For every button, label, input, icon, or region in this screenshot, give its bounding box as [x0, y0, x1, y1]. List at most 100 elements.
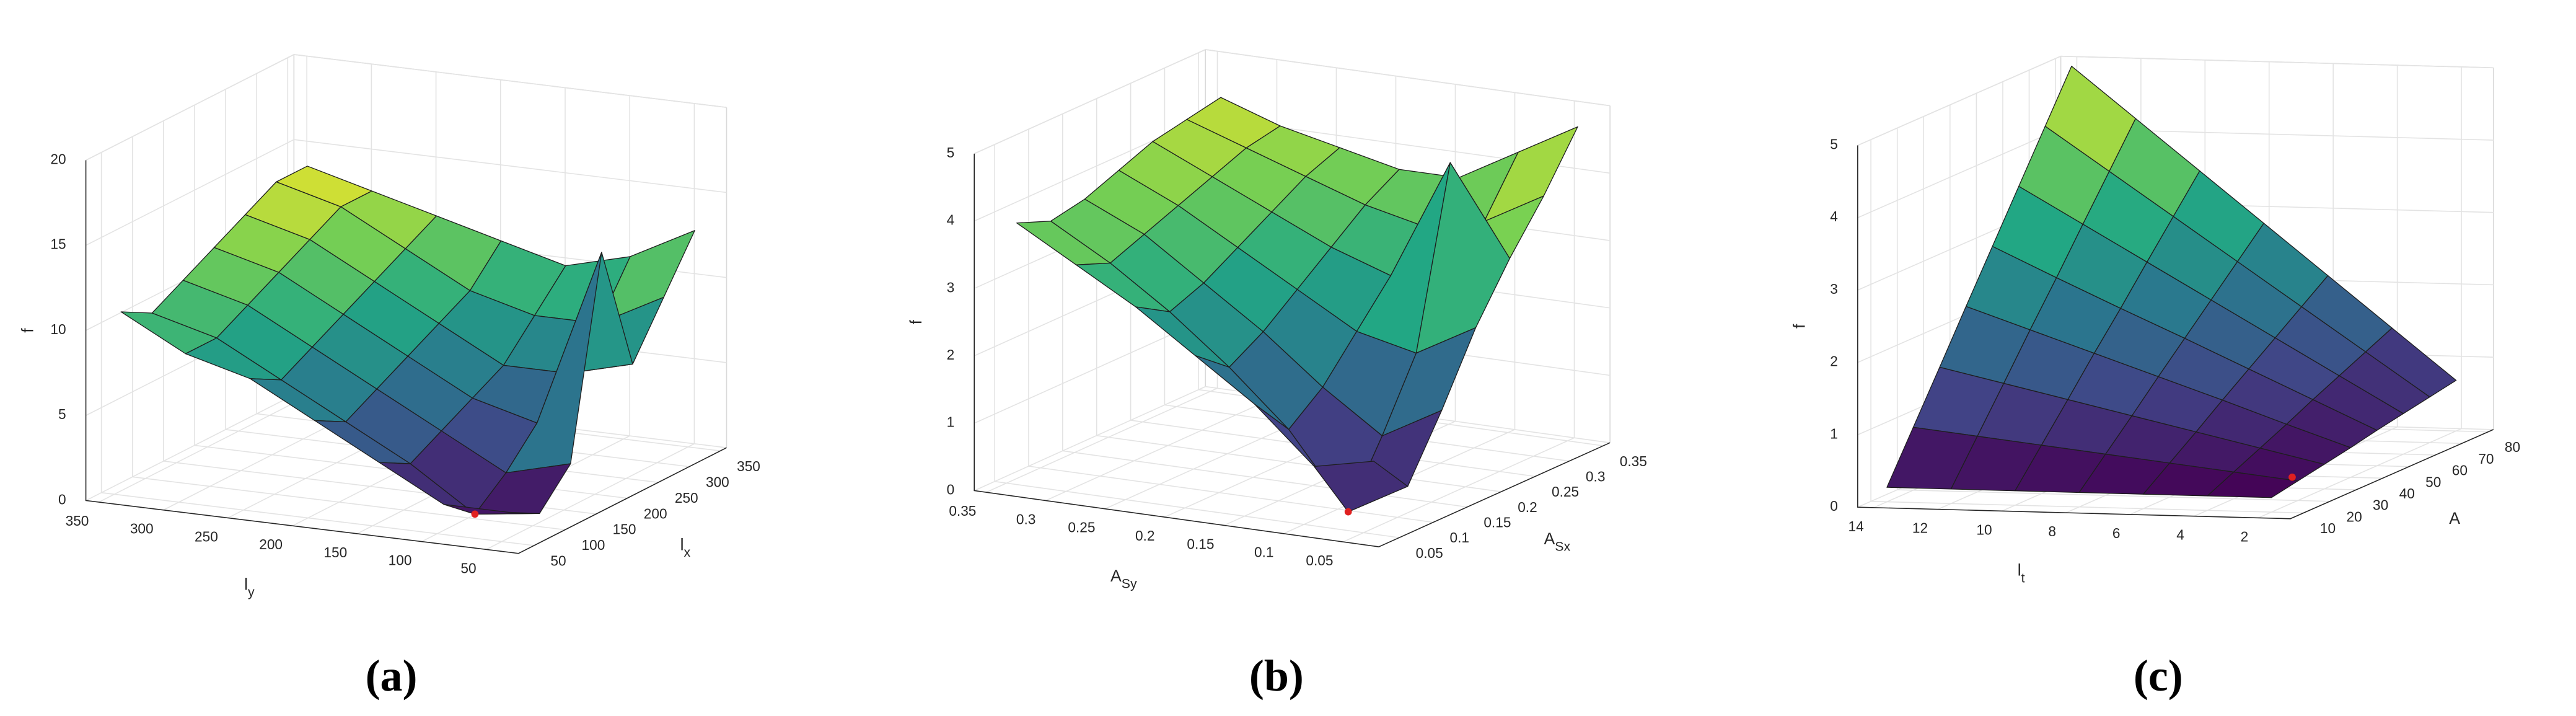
grid-line — [86, 54, 727, 161]
caption: (c) — [2134, 651, 2183, 701]
y-axis-label: ASy — [1110, 567, 1137, 591]
z-tick-label: 2 — [947, 347, 955, 363]
x-tick-label: 0.15 — [1484, 515, 1511, 531]
y-tick-label: 4 — [2176, 527, 2184, 543]
x-tick-label: 30 — [2373, 497, 2388, 513]
y-tick-label: 12 — [1912, 520, 1928, 536]
z-axis-label: f — [18, 328, 37, 333]
x-tick-label: 100 — [582, 537, 605, 553]
grid-line — [86, 139, 727, 246]
x-tick-label: 10 — [2320, 520, 2336, 536]
z-axis-label: f — [907, 319, 925, 324]
grid-line — [1857, 55, 2494, 146]
z-tick-label: 3 — [947, 279, 955, 295]
z-tick-label: 20 — [50, 151, 66, 167]
panel: 5010015020025030035050100150200250300350… — [18, 54, 760, 701]
box-edge — [86, 54, 727, 161]
z-tick-label: 0 — [1830, 498, 1838, 514]
x-tick-label: 0.05 — [1416, 545, 1443, 561]
x-tick-label: 0.1 — [1449, 529, 1469, 546]
y-tick-label: 0.3 — [1016, 511, 1035, 527]
y-tick-label: 0.15 — [1187, 536, 1214, 552]
x-axis-label-main: l — [680, 535, 684, 554]
z-tick-label: 10 — [50, 321, 66, 337]
caption: (b) — [1249, 651, 1304, 701]
y-axis-label-sub: Sy — [1122, 577, 1137, 591]
x-axis-label-main: A — [1544, 529, 1555, 548]
z-tick-label: 1 — [1830, 425, 1838, 441]
y-tick-label: 50 — [460, 560, 476, 576]
y-tick-label: 350 — [66, 513, 89, 529]
x-tick-label: 40 — [2399, 485, 2415, 502]
z-tick-label: 5 — [1830, 136, 1838, 152]
z-axis-label: f — [1790, 324, 1809, 329]
y-tick-label: 250 — [195, 528, 218, 544]
panel: 0.050.10.150.20.250.30.350.050.10.150.20… — [907, 49, 1647, 701]
axis-line — [974, 153, 1611, 547]
x-axis-label: A — [2449, 509, 2460, 528]
caption: (a) — [366, 651, 418, 701]
y-tick-label: 10 — [1976, 521, 1992, 537]
z-tick-label: 3 — [1830, 281, 1838, 297]
x-tick-label: 50 — [550, 553, 566, 569]
y-axis-label-main: l — [244, 575, 248, 593]
minimum-marker — [1344, 508, 1352, 516]
x-tick-label: 150 — [613, 521, 636, 537]
grid-line — [974, 49, 1611, 154]
x-tick-label: 0.25 — [1552, 484, 1579, 500]
y-tick-label: 14 — [1848, 518, 1864, 534]
y-tick-label: 0.05 — [1306, 552, 1333, 568]
x-tick-label: 350 — [737, 458, 760, 474]
axis-line — [1857, 145, 2494, 519]
y-tick-label: 0.2 — [1135, 528, 1154, 544]
minimum-marker — [471, 510, 479, 518]
z-tick-label: 2 — [1830, 353, 1838, 369]
z-tick-label: 15 — [50, 236, 66, 252]
z-tick-label: 1 — [947, 414, 955, 430]
grid-line — [974, 386, 1611, 492]
y-tick-label: 6 — [2112, 525, 2121, 541]
x-tick-label: 0.2 — [1518, 499, 1537, 515]
x-tick-label: 300 — [706, 474, 729, 490]
x-tick-label: 0.3 — [1586, 468, 1605, 484]
y-axis-label-main: A — [1110, 567, 1122, 585]
x-axis-label-main: A — [2449, 509, 2460, 528]
y-tick-label: 0.1 — [1254, 544, 1273, 560]
y-axis-label: lt — [2018, 561, 2025, 586]
x-axis-label-sub: x — [684, 545, 691, 560]
x-tick-label: 0.35 — [1620, 453, 1647, 469]
y-tick-label: 200 — [259, 536, 283, 552]
x-tick-label: 80 — [2505, 439, 2520, 455]
y-tick-label: 0.25 — [1068, 519, 1095, 536]
surface-cell — [2207, 471, 2298, 498]
x-tick-label: 70 — [2478, 451, 2494, 467]
y-tick-label: 150 — [323, 544, 347, 560]
x-axis-label-sub: Sx — [1555, 539, 1570, 554]
axis-line — [85, 160, 727, 554]
y-tick-label: 300 — [130, 521, 154, 537]
z-tick-label: 5 — [947, 144, 955, 161]
z-tick-label: 4 — [1830, 208, 1838, 224]
z-tick-label: 5 — [58, 406, 66, 422]
x-tick-label: 20 — [2346, 508, 2362, 524]
y-axis-label-sub: t — [2021, 570, 2025, 585]
x-tick-label: 250 — [675, 490, 698, 506]
y-tick-label: 0.35 — [949, 503, 976, 519]
minimum-marker — [2288, 473, 2296, 481]
y-axis-label-sub: y — [248, 585, 255, 599]
z-tick-label: 4 — [947, 212, 955, 228]
y-axis-label-main: l — [2018, 561, 2021, 580]
x-tick-label: 60 — [2452, 462, 2468, 479]
x-axis-label: ASx — [1544, 529, 1571, 554]
z-tick-label: 0 — [58, 491, 66, 507]
x-axis-label: lx — [680, 535, 691, 560]
x-tick-label: 50 — [2425, 474, 2441, 490]
y-tick-label: 2 — [2241, 528, 2249, 544]
y-tick-label: 8 — [2048, 523, 2056, 539]
z-tick-label: 0 — [947, 481, 955, 497]
y-axis-label: ly — [244, 575, 255, 599]
y-tick-label: 100 — [389, 552, 412, 568]
